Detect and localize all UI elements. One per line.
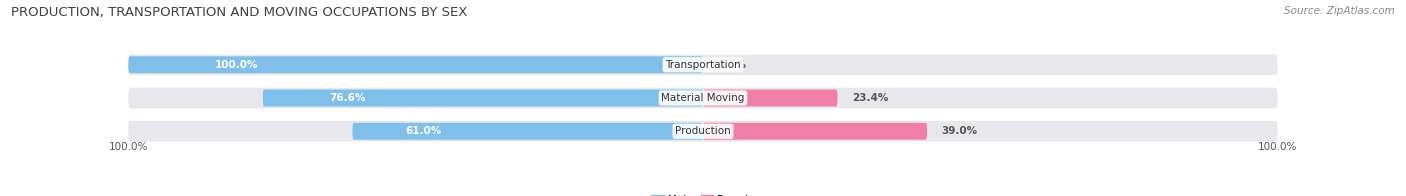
Legend: Male, Female: Male, Female [651, 195, 755, 196]
FancyBboxPatch shape [128, 56, 703, 73]
Text: 39.0%: 39.0% [942, 126, 977, 136]
Text: 100.0%: 100.0% [108, 142, 148, 152]
FancyBboxPatch shape [703, 123, 927, 140]
FancyBboxPatch shape [128, 88, 1278, 108]
Text: 100.0%: 100.0% [1258, 142, 1298, 152]
Text: Material Moving: Material Moving [661, 93, 745, 103]
FancyBboxPatch shape [353, 123, 703, 140]
Text: 61.0%: 61.0% [405, 126, 441, 136]
Text: Transportation: Transportation [665, 60, 741, 70]
Text: 76.6%: 76.6% [329, 93, 366, 103]
Text: PRODUCTION, TRANSPORTATION AND MOVING OCCUPATIONS BY SEX: PRODUCTION, TRANSPORTATION AND MOVING OC… [11, 6, 468, 19]
Text: 100.0%: 100.0% [215, 60, 259, 70]
FancyBboxPatch shape [703, 90, 838, 106]
Text: 23.4%: 23.4% [852, 93, 889, 103]
FancyBboxPatch shape [128, 54, 1278, 75]
Text: Production: Production [675, 126, 731, 136]
FancyBboxPatch shape [128, 121, 1278, 142]
Text: Source: ZipAtlas.com: Source: ZipAtlas.com [1284, 6, 1395, 16]
FancyBboxPatch shape [263, 90, 703, 106]
Text: 0.0%: 0.0% [717, 60, 747, 70]
